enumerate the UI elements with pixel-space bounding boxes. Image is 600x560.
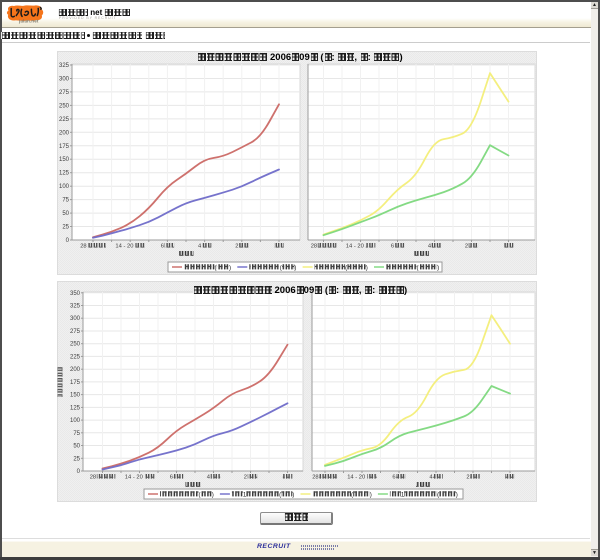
svg-text:): ): [366, 264, 368, 271]
svg-text:6: 6: [391, 244, 394, 250]
svg-text:(: (: [437, 491, 440, 498]
svg-text:350: 350: [70, 291, 81, 297]
svg-text:28: 28: [80, 244, 86, 250]
svg-text:175: 175: [70, 380, 81, 386]
svg-text:325: 325: [59, 63, 70, 69]
svg-text:200: 200: [59, 130, 70, 136]
svg-text:14 - 20: 14 - 20: [346, 244, 364, 250]
svg-text:4: 4: [429, 475, 433, 481]
svg-text:): ): [292, 491, 294, 498]
svg-text:6: 6: [392, 475, 395, 481]
svg-text:(: (: [417, 264, 420, 271]
svg-text:325: 325: [70, 304, 81, 310]
svg-text:(: (: [199, 491, 202, 498]
svg-text:2: 2: [466, 475, 469, 481]
svg-text:175: 175: [59, 144, 70, 150]
svg-text:(: (: [215, 264, 218, 271]
svg-text:4: 4: [207, 475, 211, 481]
svg-text:): ): [294, 264, 296, 271]
svg-text:2: 2: [244, 475, 247, 481]
svg-text:): ): [456, 491, 458, 498]
svg-text:28: 28: [311, 244, 317, 250]
svg-text:28: 28: [312, 475, 318, 481]
svg-text:): ): [437, 264, 439, 271]
svg-text:300: 300: [70, 316, 81, 322]
svg-text:25: 25: [73, 456, 80, 462]
svg-text:75: 75: [73, 431, 80, 437]
svg-text:225: 225: [59, 117, 70, 123]
svg-text:100: 100: [59, 184, 70, 190]
svg-text:250: 250: [59, 103, 70, 109]
svg-text:6: 6: [170, 475, 173, 481]
svg-text:200: 200: [70, 367, 81, 373]
svg-text:4: 4: [428, 244, 432, 250]
svg-text:2: 2: [465, 244, 468, 250]
svg-text:50: 50: [73, 444, 80, 450]
svg-text:275: 275: [59, 90, 70, 96]
svg-text:): ): [370, 491, 372, 498]
svg-text:): ): [212, 491, 214, 498]
svg-text:150: 150: [70, 393, 81, 399]
svg-text:250: 250: [70, 342, 81, 348]
svg-text:(: (: [345, 264, 348, 271]
svg-text:125: 125: [70, 405, 81, 411]
svg-text:6: 6: [161, 244, 164, 250]
svg-text:225: 225: [70, 354, 81, 360]
svg-text:300: 300: [59, 77, 70, 83]
svg-text:75: 75: [62, 198, 69, 204]
svg-text:25: 25: [62, 225, 69, 231]
svg-text:14 - 20: 14 - 20: [125, 475, 143, 481]
svg-text:(: (: [279, 491, 282, 498]
svg-text:(: (: [351, 491, 354, 498]
svg-text:0: 0: [66, 238, 70, 244]
svg-text:): ): [229, 264, 231, 271]
svg-text:14 - 20: 14 - 20: [347, 475, 365, 481]
svg-text:50: 50: [62, 211, 69, 217]
svg-text:2: 2: [235, 244, 238, 250]
svg-text:28: 28: [90, 475, 96, 481]
svg-text:4: 4: [198, 244, 202, 250]
svg-text:0: 0: [77, 469, 81, 475]
svg-text:(: (: [280, 264, 283, 271]
svg-text:14 - 20: 14 - 20: [115, 244, 133, 250]
svg-text:100: 100: [70, 418, 81, 424]
svg-text:1: 1: [401, 491, 405, 498]
svg-text:125: 125: [59, 171, 70, 177]
svg-text:275: 275: [70, 329, 81, 335]
svg-text:150: 150: [59, 157, 70, 163]
svg-text:1: 1: [243, 491, 247, 498]
